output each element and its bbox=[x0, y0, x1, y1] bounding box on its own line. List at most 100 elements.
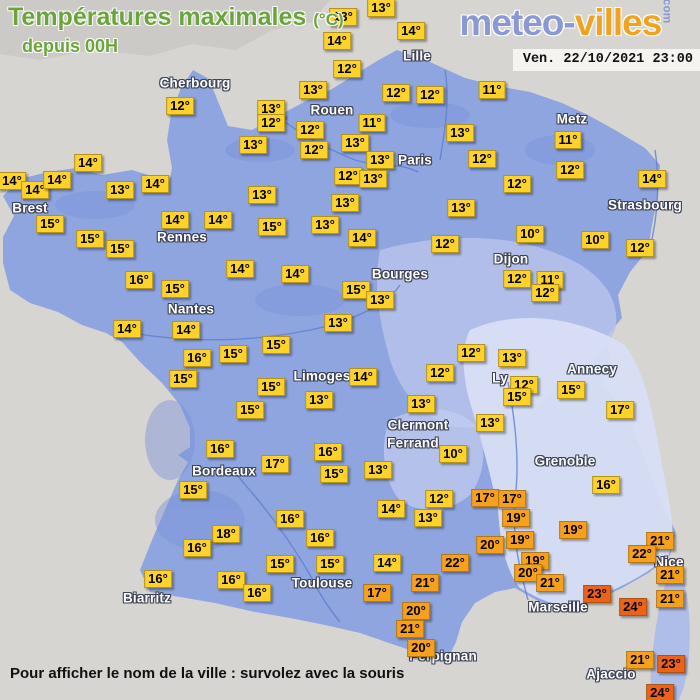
temp-badge[interactable]: 16° bbox=[592, 476, 620, 494]
temp-badge[interactable]: 13° bbox=[305, 391, 333, 409]
temp-badge[interactable]: 13° bbox=[331, 194, 359, 212]
temp-badge[interactable]: 16° bbox=[306, 529, 334, 547]
temp-badge[interactable]: 16° bbox=[183, 539, 211, 557]
temp-badge[interactable]: 16° bbox=[243, 584, 271, 602]
temp-badge[interactable]: 15° bbox=[106, 240, 134, 258]
temp-badge[interactable]: 12° bbox=[468, 150, 496, 168]
temp-badge[interactable]: 16° bbox=[276, 510, 304, 528]
temp-badge[interactable]: 17° bbox=[498, 490, 526, 508]
temp-badge[interactable]: 16° bbox=[206, 440, 234, 458]
temp-badge[interactable]: 15° bbox=[36, 215, 64, 233]
temp-badge[interactable]: 12° bbox=[626, 239, 654, 257]
temp-badge[interactable]: 11° bbox=[478, 81, 506, 99]
temp-badge[interactable]: 13° bbox=[364, 461, 392, 479]
temp-badge[interactable]: 12° bbox=[503, 270, 531, 288]
temp-badge[interactable]: 12° bbox=[334, 167, 362, 185]
temp-badge[interactable]: 12° bbox=[426, 364, 454, 382]
temp-badge[interactable]: 13° bbox=[106, 181, 134, 199]
temp-badge[interactable]: 17° bbox=[261, 455, 289, 473]
temp-badge[interactable]: 13° bbox=[476, 414, 504, 432]
temp-badge[interactable]: 15° bbox=[316, 555, 344, 573]
temp-badge[interactable]: 16° bbox=[314, 443, 342, 461]
temp-badge[interactable]: 13° bbox=[366, 151, 394, 169]
temp-badge[interactable]: 13° bbox=[248, 186, 276, 204]
temp-badge[interactable]: 14° bbox=[377, 500, 405, 518]
temp-badge[interactable]: 15° bbox=[320, 465, 348, 483]
temp-badge[interactable]: 12° bbox=[296, 121, 324, 139]
temp-badge[interactable]: 14° bbox=[113, 320, 141, 338]
temp-badge[interactable]: 14° bbox=[172, 321, 200, 339]
temp-badge[interactable]: 20° bbox=[476, 536, 504, 554]
temp-badge[interactable]: 13° bbox=[498, 349, 526, 367]
temp-badge[interactable]: 13° bbox=[311, 216, 339, 234]
temp-badge[interactable]: 15° bbox=[266, 555, 294, 573]
temp-badge[interactable]: 15° bbox=[342, 281, 370, 299]
temp-badge[interactable]: 20° bbox=[514, 564, 542, 582]
temp-badge[interactable]: 14° bbox=[226, 260, 254, 278]
meteo-villes-logo[interactable]: meteo-villescom bbox=[459, 0, 686, 44]
temp-badge[interactable]: 19° bbox=[559, 521, 587, 539]
temp-badge[interactable]: 14° bbox=[281, 265, 309, 283]
temp-badge[interactable]: 20° bbox=[407, 639, 435, 657]
temp-badge[interactable]: 24° bbox=[619, 598, 647, 616]
temp-badge[interactable]: 19° bbox=[502, 509, 530, 527]
temp-badge[interactable]: 17° bbox=[363, 584, 391, 602]
temp-badge[interactable]: 12° bbox=[556, 161, 584, 179]
temp-badge[interactable]: 13° bbox=[367, 0, 395, 17]
temp-badge[interactable]: 15° bbox=[258, 218, 286, 236]
temp-badge[interactable]: 12° bbox=[257, 114, 285, 132]
temp-badge[interactable]: 15° bbox=[161, 280, 189, 298]
temp-badge[interactable]: 21° bbox=[656, 566, 684, 584]
temp-badge[interactable]: 16° bbox=[217, 571, 245, 589]
temp-badge[interactable]: 10° bbox=[439, 445, 467, 463]
temp-badge[interactable]: 14° bbox=[204, 211, 232, 229]
temp-badge[interactable]: 21° bbox=[656, 590, 684, 608]
temp-badge[interactable]: 14° bbox=[141, 175, 169, 193]
temp-badge[interactable]: 24° bbox=[646, 684, 674, 700]
temp-badge[interactable]: 13° bbox=[299, 81, 327, 99]
temp-badge[interactable]: 15° bbox=[557, 381, 585, 399]
temp-badge[interactable]: 18° bbox=[212, 525, 240, 543]
temp-badge[interactable]: 13° bbox=[329, 8, 357, 26]
temp-badge[interactable]: 12° bbox=[503, 175, 531, 193]
temp-badge[interactable]: 14° bbox=[349, 368, 377, 386]
temp-badge[interactable]: 13° bbox=[414, 509, 442, 527]
temp-badge[interactable]: 19° bbox=[506, 531, 534, 549]
temp-badge[interactable]: 15° bbox=[503, 388, 531, 406]
temp-badge[interactable]: 22° bbox=[628, 545, 656, 563]
temp-badge[interactable]: 15° bbox=[262, 336, 290, 354]
temp-badge[interactable]: 11° bbox=[358, 114, 386, 132]
temp-badge[interactable]: 14° bbox=[348, 229, 376, 247]
temp-badge[interactable]: 14° bbox=[43, 171, 71, 189]
temp-badge[interactable]: 15° bbox=[257, 378, 285, 396]
temp-badge[interactable]: 15° bbox=[219, 345, 247, 363]
temp-badge[interactable]: 14° bbox=[323, 32, 351, 50]
temp-badge[interactable]: 13° bbox=[239, 136, 267, 154]
temp-badge[interactable]: 16° bbox=[125, 271, 153, 289]
temp-badge[interactable]: 21° bbox=[536, 574, 564, 592]
temp-badge[interactable]: 10° bbox=[516, 225, 544, 243]
temp-badge[interactable]: 21° bbox=[396, 620, 424, 638]
temp-badge[interactable]: 12° bbox=[425, 490, 453, 508]
temp-badge[interactable]: 13° bbox=[407, 395, 435, 413]
temp-badge[interactable]: 15° bbox=[169, 370, 197, 388]
temp-badge[interactable]: 14° bbox=[373, 554, 401, 572]
temp-badge[interactable]: 13° bbox=[446, 124, 474, 142]
temp-badge[interactable]: 23° bbox=[657, 655, 685, 673]
temp-badge[interactable]: 12° bbox=[382, 84, 410, 102]
temp-badge[interactable]: 12° bbox=[531, 284, 559, 302]
temp-badge[interactable]: 13° bbox=[447, 199, 475, 217]
temp-badge[interactable]: 15° bbox=[76, 230, 104, 248]
temp-badge[interactable]: 13° bbox=[359, 170, 387, 188]
temp-badge[interactable]: 21° bbox=[411, 574, 439, 592]
temp-badge[interactable]: 20° bbox=[402, 602, 430, 620]
temp-badge[interactable]: 22° bbox=[441, 554, 469, 572]
temp-badge[interactable]: 15° bbox=[236, 401, 264, 419]
temp-badge[interactable]: 12° bbox=[416, 86, 444, 104]
temp-badge[interactable]: 17° bbox=[606, 401, 634, 419]
temp-badge[interactable]: 14° bbox=[21, 181, 49, 199]
temp-badge[interactable]: 12° bbox=[431, 235, 459, 253]
temp-badge[interactable]: 16° bbox=[183, 349, 211, 367]
temp-badge[interactable]: 15° bbox=[179, 481, 207, 499]
temp-badge[interactable]: 17° bbox=[471, 489, 499, 507]
